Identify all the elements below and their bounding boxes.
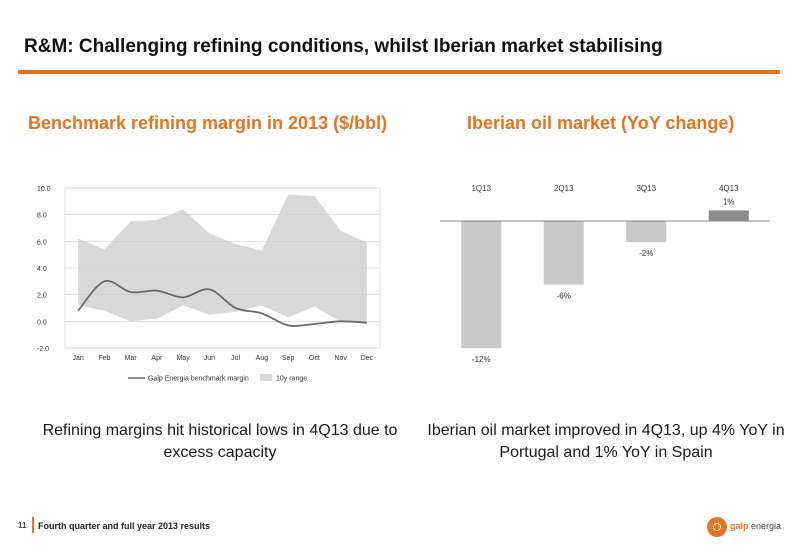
x-tick-label: Aug — [256, 355, 269, 362]
x-tick-label: Jan — [72, 355, 83, 362]
iberian-market-title: Iberian oil market (YoY change) — [467, 113, 735, 133]
title-divider — [18, 70, 780, 74]
y-tick-label: 0.0 — [37, 319, 47, 326]
iberian-market-caption: Iberian oil market improved in 4Q13, up … — [427, 422, 785, 461]
x-tick-label: Jul — [231, 355, 240, 362]
y-tick-label: 4.0 — [37, 266, 47, 273]
x-tick-label: Apr — [151, 355, 163, 362]
category-label: 3Q13 — [636, 184, 656, 193]
legend-swatch-range — [260, 374, 272, 381]
data-label: -12% — [472, 355, 491, 364]
bar — [543, 221, 584, 285]
y-tick-label: 8.0 — [37, 213, 47, 220]
data-label: -6% — [557, 292, 571, 301]
x-tick-label: Dec — [361, 355, 374, 362]
iberian-market-chart: 1Q13 2Q13 3Q13 4Q13 -12% -6% -2% 1% — [440, 184, 770, 364]
page-number: 11 — [18, 521, 27, 530]
y-tick-label: 2.0 — [37, 293, 47, 300]
margin-line — [77, 279, 367, 327]
refining-margin-title: Benchmark refining margin in 2013 ($/bbl… — [28, 113, 388, 133]
y-tick-label: 6.0 — [37, 239, 47, 246]
x-tick-label: Mar — [125, 355, 138, 362]
footer-text: Fourth quarter and full year 2013 result… — [38, 521, 211, 531]
bar — [708, 210, 749, 221]
page-title: R&M: Challenging refining conditions, wh… — [24, 36, 663, 57]
category-label: 4Q13 — [719, 184, 739, 193]
bar — [626, 221, 667, 243]
data-label: 1% — [723, 197, 735, 206]
legend-label-range: 10y range — [276, 376, 307, 383]
x-tick-label: Sep — [282, 355, 295, 362]
footer-divider — [32, 517, 34, 533]
range-area — [78, 194, 367, 322]
y-tick-label: -2.0 — [37, 346, 49, 353]
category-label: 1Q13 — [471, 184, 491, 193]
refining-margin-caption: Refining margins hit historical lows in … — [42, 422, 398, 461]
x-tick-label: Nov — [334, 355, 347, 362]
x-tick-label: Jun — [204, 355, 215, 362]
galp-logo-icon — [707, 517, 727, 537]
x-tick-label: Oct — [309, 355, 320, 362]
galp-logo: galp energia — [707, 517, 787, 539]
data-label: -2% — [639, 249, 653, 258]
x-tick-label: Feb — [98, 355, 110, 362]
bar — [461, 221, 502, 349]
legend-label-margin: Galp Energia benchmark margin — [148, 376, 249, 383]
refining-margin-chart: 10.0 8.0 6.0 4.0 2.0 0.0 -2.0 Jan Feb Mar Apr May Ju… — [37, 186, 381, 383]
x-tick-label: May — [177, 355, 191, 362]
y-tick-label: 10.0 — [37, 186, 51, 193]
galp-logo-wordmark: galp energia — [730, 521, 782, 531]
category-label: 2Q13 — [554, 184, 574, 193]
